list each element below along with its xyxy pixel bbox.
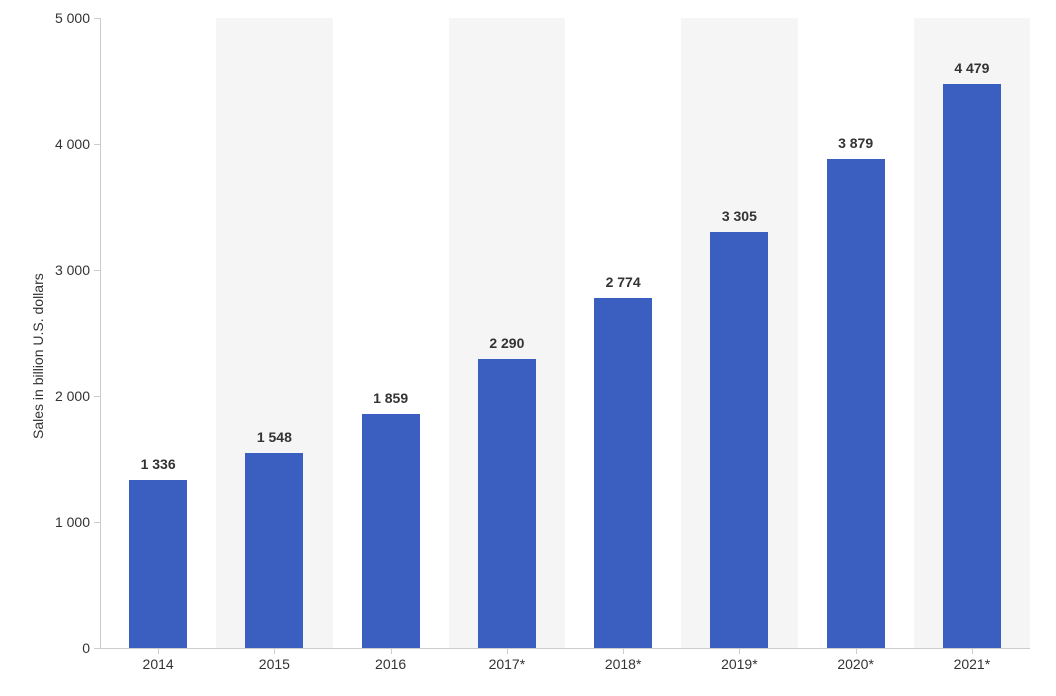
sales-bar-chart: Sales in billion U.S. dollars 0 1 000 2 00…	[0, 0, 1056, 696]
x-tick-label: 2017*	[449, 656, 565, 672]
plot-area	[100, 18, 1030, 648]
bar	[710, 232, 768, 648]
bar-value-label: 1 336	[100, 456, 216, 472]
x-tick-label: 2020*	[798, 656, 914, 672]
bar-value-label: 2 774	[565, 274, 681, 290]
bar	[594, 298, 652, 648]
x-tick-label: 2016	[333, 656, 449, 672]
y-tick-label: 3 000	[55, 262, 90, 278]
bar	[129, 480, 187, 648]
x-tick-label: 2019*	[681, 656, 797, 672]
y-tick-mark	[94, 648, 100, 649]
y-tick-label: 1 000	[55, 514, 90, 530]
y-tick-mark	[94, 18, 100, 19]
x-axis-line	[100, 648, 1030, 649]
y-tick-mark	[94, 270, 100, 271]
x-tick-mark	[507, 648, 508, 654]
y-axis-title: Sales in billion U.S. dollars	[30, 273, 46, 439]
bar-value-label: 1 859	[333, 390, 449, 406]
bar	[478, 359, 536, 648]
x-tick-mark	[623, 648, 624, 654]
y-tick-label: 0	[82, 640, 90, 656]
x-tick-mark	[739, 648, 740, 654]
bar	[943, 84, 1001, 648]
y-axis-line	[100, 18, 101, 648]
bar-value-label: 4 479	[914, 60, 1030, 76]
y-tick-label: 2 000	[55, 388, 90, 404]
x-tick-mark	[972, 648, 973, 654]
x-tick-mark	[158, 648, 159, 654]
y-tick-mark	[94, 144, 100, 145]
y-tick-mark	[94, 522, 100, 523]
x-tick-mark	[391, 648, 392, 654]
y-tick-label: 5 000	[55, 10, 90, 26]
bar	[827, 159, 885, 648]
x-tick-label: 2018*	[565, 656, 681, 672]
x-tick-mark	[856, 648, 857, 654]
y-tick-label: 4 000	[55, 136, 90, 152]
x-tick-label: 2014	[100, 656, 216, 672]
bar-value-label: 1 548	[216, 429, 332, 445]
x-tick-label: 2015	[216, 656, 332, 672]
x-tick-mark	[274, 648, 275, 654]
bar-value-label: 3 305	[681, 208, 797, 224]
bar-value-label: 3 879	[798, 135, 914, 151]
bar-value-label: 2 290	[449, 335, 565, 351]
bar	[245, 453, 303, 648]
bar	[362, 414, 420, 648]
x-tick-label: 2021*	[914, 656, 1030, 672]
y-tick-mark	[94, 396, 100, 397]
